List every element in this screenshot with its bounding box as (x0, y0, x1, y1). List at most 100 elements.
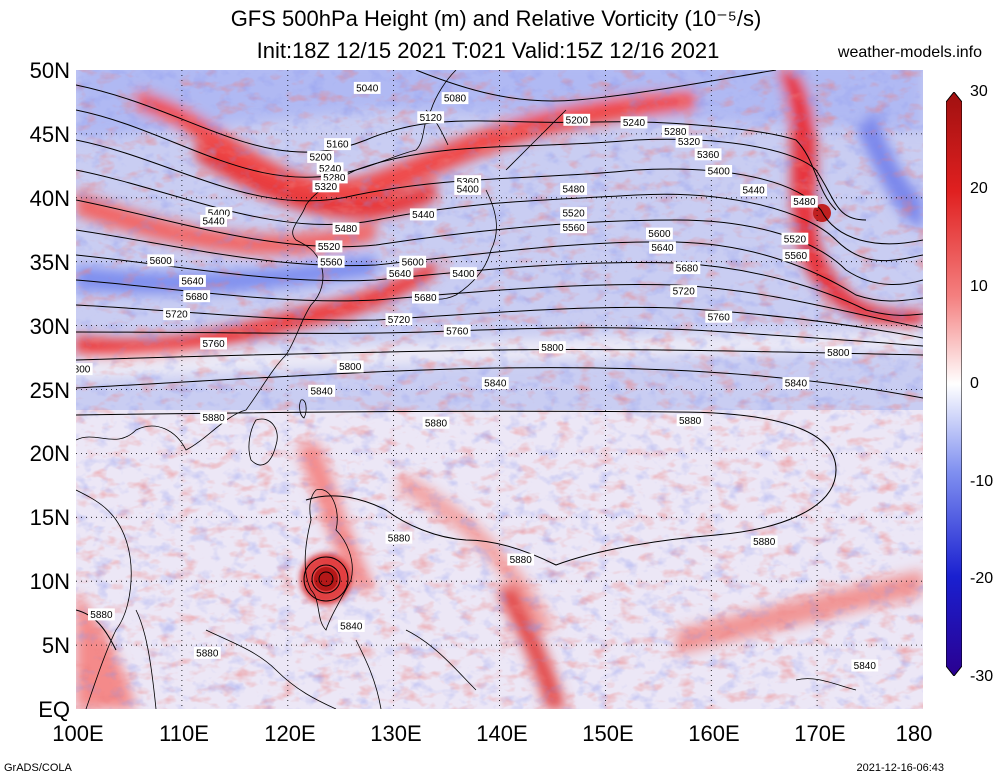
contour-label: 5360 (457, 177, 480, 188)
contour-label: 5840 (484, 379, 507, 390)
contour-label: 5720 (388, 315, 411, 326)
contour-label: 5760 (446, 326, 469, 337)
contour-label: 5560 (320, 257, 343, 268)
contour-label-bg (385, 313, 413, 326)
contour-label: 5840 (785, 379, 808, 390)
contour-label-bg (163, 308, 190, 321)
contour-label-bg (336, 360, 364, 373)
contour-label: 5400 (457, 185, 480, 196)
site-credit: weather-models.info (837, 44, 982, 61)
lat-label: 35N (29, 250, 70, 275)
contour-label-bg (560, 182, 587, 195)
contour-label: 5880 (679, 416, 702, 427)
contour-label: 5720 (165, 310, 188, 321)
contour-label: 5880 (90, 610, 113, 621)
contour-label-bg (670, 285, 698, 298)
contour-label: 5840 (310, 386, 333, 397)
contour-label-bg (824, 346, 852, 359)
contour-label-bg (337, 619, 365, 632)
colorbar-label: -10 (970, 473, 994, 490)
contour-label-bg (481, 377, 509, 390)
contour-label: 5840 (854, 661, 877, 672)
contour-label: 5520 (784, 234, 807, 245)
contour-label: 5480 (335, 224, 358, 235)
lat-label: 40N (29, 186, 70, 211)
contour-label: 5440 (202, 216, 225, 227)
contour-label-bg (560, 207, 587, 220)
contour-label: 5840 (340, 622, 363, 633)
contour-label-bg (332, 222, 360, 235)
contour-label-bg (385, 531, 413, 544)
contour-label: 5320 (315, 182, 338, 193)
contour-label: 5520 (562, 209, 585, 220)
contour-label-bg (649, 241, 676, 254)
chart-title: GFS 500hPa Height (m) and Relative Vorti… (230, 6, 762, 31)
contour-label: 5120 (420, 113, 443, 124)
contour-label-bg (740, 184, 767, 197)
footer-software: GrADS/COLA (4, 762, 72, 774)
contour-label: 5240 (623, 118, 646, 129)
lat-label: 50N (29, 58, 70, 83)
contour-label: 5880 (388, 533, 411, 544)
lon-label: 180 (895, 721, 933, 746)
contour-label: 5640 (389, 269, 412, 280)
contour-label: 5360 (697, 150, 720, 161)
contour-label: 5800 (76, 365, 91, 376)
contour-label-bg (563, 113, 591, 126)
contour-label-bg (386, 267, 414, 280)
colorbar-label: 0 (970, 375, 979, 392)
contour-label: 5240 (319, 164, 342, 175)
vorticity-map: 5040 5080 5120 5200 5240 5280 5320 5360 5400 5440… (76, 70, 923, 709)
contour-label-bg (673, 262, 701, 275)
contour-label: 5880 (202, 413, 225, 424)
contour-label: 5560 (785, 251, 808, 262)
contour-label: 5200 (309, 153, 332, 164)
contour-label-bg (750, 535, 778, 548)
contour-label: 5880 (753, 537, 776, 548)
lat-label: 5N (41, 633, 70, 658)
contour-label: 5160 (326, 140, 349, 151)
contour-label-bg (308, 384, 335, 397)
contour-label-bg (791, 195, 818, 208)
contour-label: 5680 (414, 293, 437, 304)
contour-label: 5480 (793, 197, 816, 208)
contour-label: 5880 (196, 648, 219, 659)
contour-label-bg (417, 111, 445, 124)
contour-label-bg (781, 232, 809, 245)
contour-label: 5600 (648, 229, 671, 240)
contour-label: 5520 (318, 242, 341, 253)
lat-label: 30N (29, 314, 70, 339)
contour-label-bg (539, 341, 566, 354)
colorbar-label: -30 (970, 668, 994, 685)
contour-label: 5280 (323, 173, 346, 184)
footer-timestamp: 2021-12-16-06:43 (856, 762, 944, 774)
colorbar-label: 30 (970, 83, 988, 100)
colorbar-label: 20 (970, 180, 988, 197)
contour-label-bg (324, 138, 351, 151)
graticule (76, 70, 923, 709)
contour-label-bg (661, 125, 689, 138)
contour-label-bg (76, 363, 93, 376)
lon-label: 170E (794, 721, 846, 746)
contour-label: 5880 (510, 555, 533, 566)
chart-subtitle: Init:18Z 12/15 2021 T:021 Valid:15Z 12/1… (256, 38, 720, 63)
lat-label: 15N (29, 505, 70, 530)
contour-label: 5800 (541, 343, 564, 354)
contour-label-bg (307, 150, 334, 163)
lon-label: 120E (264, 721, 316, 746)
contour-label: 5640 (651, 243, 674, 254)
contour-label-bg (694, 148, 722, 161)
contour-label: 5800 (339, 362, 362, 373)
lat-label: 45N (29, 122, 70, 147)
contour-label: 5560 (562, 223, 585, 234)
contour-label: 5040 (356, 84, 379, 95)
contour-label: 5680 (676, 264, 699, 275)
contour-label-bg (200, 214, 227, 227)
contour-label-bg (441, 92, 469, 105)
lon-label: 100E (52, 721, 104, 746)
contour-label: 5600 (402, 257, 425, 268)
contour-label: 5680 (186, 292, 209, 303)
contour-label: 5200 (566, 115, 589, 126)
colorbar (946, 92, 962, 676)
contour-label-bg (507, 553, 535, 566)
